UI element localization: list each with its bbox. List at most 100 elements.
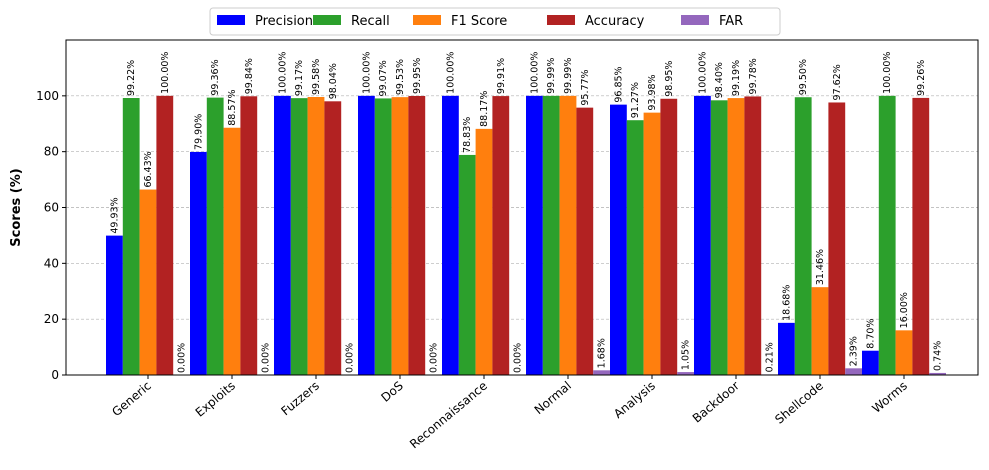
bar-f1-score (391, 97, 409, 375)
bar-value-label: 100.00% (529, 52, 540, 94)
legend-swatch (313, 15, 341, 25)
bar-value-label: 0.00% (177, 343, 188, 373)
legend-label: Accuracy (585, 14, 645, 29)
bar-value-label: 96.85% (613, 66, 624, 102)
bar-value-label: 0.00% (513, 343, 524, 373)
bar-value-label: 100.00% (277, 52, 288, 94)
bar-recall (542, 95, 560, 375)
bar-value-label: 99.91% (496, 58, 507, 94)
y-tick-label: 0 (51, 368, 59, 382)
y-tick-label: 100 (36, 89, 59, 103)
legend-swatch (547, 15, 575, 25)
bar-accuracy (828, 102, 846, 375)
bar-value-label: 91.27% (630, 82, 641, 118)
bar-far (929, 372, 946, 375)
bar-far (677, 372, 694, 375)
bar-value-label: 99.07% (378, 60, 389, 96)
bar-value-label: 49.93% (109, 197, 120, 233)
bar-f1-score (643, 112, 661, 376)
bar-f1-score (559, 95, 577, 375)
x-tick-label: DoS (378, 379, 406, 405)
bar-value-label: 16.00% (899, 292, 910, 328)
bar-value-label: 99.22% (126, 60, 137, 96)
bar-precision (442, 95, 459, 375)
bar-value-label: 99.99% (546, 58, 557, 94)
bar-value-label: 100.00% (697, 52, 708, 94)
legend-label: Recall (351, 14, 390, 29)
bar-value-label: 99.50% (798, 59, 809, 95)
x-tick-label: Generic (109, 379, 154, 420)
bar-recall (710, 100, 728, 376)
x-tick-label: Analysis (611, 379, 658, 422)
x-tick-label: Backdoor (690, 379, 742, 426)
bar-recall (794, 97, 812, 376)
bar-precision (106, 235, 123, 375)
bar-precision (778, 322, 795, 375)
y-axis-title: Scores (%) (9, 168, 24, 246)
bar-value-label: 99.17% (294, 60, 305, 96)
x-tick-label: Fuzzers (278, 379, 321, 419)
bar-recall (626, 120, 644, 375)
y-tick-label: 20 (44, 312, 59, 326)
bars (106, 95, 946, 376)
legend: Precision Recall F1 Score Accuracy FAR (209, 7, 781, 36)
bar-value-label: 99.95% (412, 58, 423, 94)
legend-swatch (413, 15, 441, 25)
bar-value-label: 0.21% (765, 342, 776, 372)
bar-accuracy (408, 95, 426, 376)
bar-recall (122, 98, 140, 375)
bar-accuracy (492, 96, 510, 375)
bar-accuracy (156, 95, 174, 375)
bar-value-label: 66.43% (143, 151, 154, 187)
bar-value-label: 99.53% (395, 59, 406, 95)
bar-value-label: 100.00% (361, 52, 372, 94)
bar-recall (290, 98, 308, 375)
bar-value-label: 99.99% (563, 58, 574, 94)
bar-far (593, 370, 610, 375)
bar-value-label: 99.19% (731, 60, 742, 96)
bar-value-label: 88.17% (479, 91, 490, 127)
bar-accuracy (912, 97, 930, 375)
bar-recall (374, 98, 392, 376)
legend-box (209, 7, 781, 36)
x-tick-label: Reconnaissance (407, 379, 490, 452)
bar-value-label: 95.77% (580, 69, 591, 105)
bar-precision (358, 95, 375, 375)
legend-swatch (217, 15, 245, 25)
bar-value-label: 98.95% (664, 61, 675, 97)
bar-value-label: 0.00% (345, 343, 356, 373)
bar-value-label: 0.00% (261, 343, 272, 373)
bar-accuracy (240, 96, 258, 375)
x-tick-label: Exploits (193, 379, 238, 420)
y-tick-label: 80 (44, 145, 59, 159)
bar-precision (610, 104, 627, 376)
bar-f1-score (223, 127, 241, 375)
bar-precision (526, 95, 543, 375)
bar-value-label: 99.36% (210, 59, 221, 95)
bar-value-label: 100.00% (160, 52, 171, 94)
bar-value-label: 99.58% (311, 59, 322, 95)
bar-value-label: 98.04% (328, 63, 339, 99)
bar-recall (458, 154, 476, 375)
bar-value-label: 98.40% (714, 62, 725, 98)
bar-value-label: 78.83% (462, 117, 473, 153)
bar-f1-score (307, 97, 325, 376)
legend-label: F1 Score (451, 14, 507, 29)
x-tick-label: Worms (869, 379, 910, 416)
bar-value-label: 93.98% (647, 74, 658, 110)
y-tick-label: 40 (44, 256, 59, 270)
bar-value-label: 99.78% (748, 58, 759, 94)
bar-f1-score (475, 128, 493, 375)
bar-accuracy (324, 101, 342, 376)
bar-precision (862, 350, 879, 375)
bar-value-label: 88.57% (227, 90, 238, 126)
legend-label: FAR (719, 14, 743, 29)
bar-value-labels: 49.93% 99.22% 66.43% 100.00% 0.00% 79.90% 99.3… (109, 52, 943, 373)
bar-value-label: 1.68% (597, 338, 608, 368)
bar-f1-score (727, 98, 745, 376)
bar-accuracy (660, 98, 678, 375)
bar-recall (878, 95, 896, 375)
bar-accuracy (744, 96, 762, 375)
bar-value-label: 99.26% (916, 60, 927, 96)
